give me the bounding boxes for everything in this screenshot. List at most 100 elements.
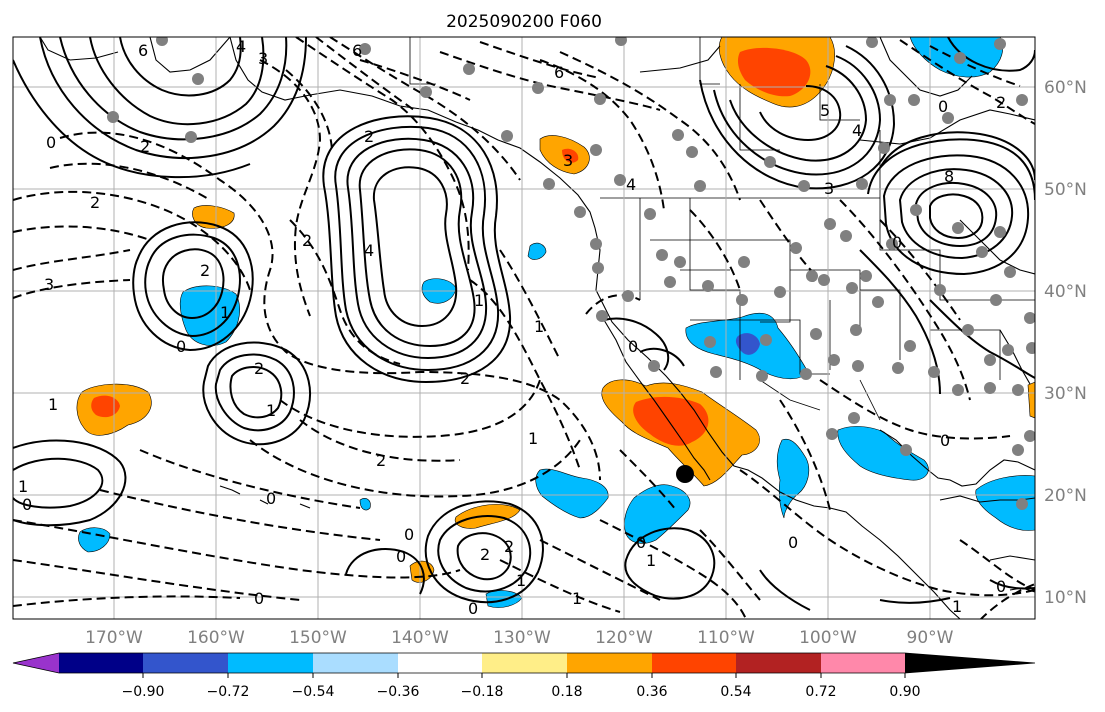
contour-label: 2 [302,231,312,250]
colorbar-segment [143,653,228,673]
contour-label: 4 [236,37,246,56]
colorbar-segment [398,653,483,673]
lat-label: 60°N [1044,78,1087,98]
contour-label: 0 [396,547,406,566]
lon-label: 160°W [187,628,245,648]
colorbar-tick-label: 0.18 [551,684,582,700]
dashed-negative-contours [13,37,1035,619]
political-boundaries [409,37,1035,421]
contour-label: 2 [254,359,264,378]
contour-label: 1 [952,597,962,616]
contour-label: 1 [220,303,230,322]
contour-label: 0 [176,337,186,356]
contour-label: 3 [563,151,573,170]
contour-label: 0 [996,577,1006,596]
storm-center-marker [676,465,694,483]
contour-label: 0 [46,133,56,152]
colorbar: −0.90 −0.72 −0.54 −0.36 −0.18 0.18 0.36 … [12,652,1036,700]
contour-label: 0 [892,233,902,252]
contour-label: 2 [460,369,470,388]
coastlines [39,37,1035,619]
negative-anomaly-shading [78,37,1035,608]
contour-label: 0 [468,599,478,618]
contour-label: 4 [626,175,636,194]
contour-label: 1 [572,589,582,608]
lon-label: 110°W [697,628,755,648]
contour-label: 0 [938,97,948,116]
lon-label: 140°W [391,628,449,648]
colorbar-tick-label: 0.36 [636,684,667,700]
colorbar-segment [482,653,567,673]
contour-label: 1 [18,477,28,496]
colorbar-outline [12,652,1036,674]
lon-label: 90°W [907,628,954,648]
lon-label: 150°W [289,628,347,648]
contour-label: 1 [266,401,276,420]
contour-label: 2 [140,137,150,156]
colorbar-tick-label: −0.90 [122,684,165,700]
colorbar-extend-min [13,653,59,673]
colorbar-tick-label: −0.18 [461,684,504,700]
contour-label: 2 [504,537,514,556]
longitude-labels: 170°W 160°W 150°W 140°W 130°W 120°W 110°… [85,628,954,648]
lon-label: 170°W [85,628,143,648]
contour-label: 1 [48,395,58,414]
lon-label: 100°W [799,628,857,648]
map-area: 6 4 6 3 0 2 2 3 4 6 2 3 5 0 4 8 2 0 4 3 … [13,37,1035,619]
contour-label: 1 [474,291,484,310]
contour-label: 0 [404,525,414,544]
lat-label: 20°N [1044,486,1087,506]
contour-label: 1 [646,551,656,570]
contour-label: 1 [516,571,526,590]
lat-label: 50°N [1044,180,1087,200]
contour-label: 0 [266,489,276,508]
colorbar-tick-label: −0.72 [207,684,250,700]
lat-label: 10°N [1044,588,1087,608]
lat-label: 30°N [1044,384,1087,404]
contour-label: 6 [352,41,362,60]
contour-label: 2 [480,545,490,564]
contour-label: 0 [22,495,32,514]
colorbar-segment [736,653,821,673]
lon-label: 130°W [493,628,551,648]
colorbar-tick-marks [142,673,906,678]
contour-label: 5 [820,101,830,120]
lon-label: 120°W [595,628,653,648]
contour-label: 3 [258,49,268,68]
contour-label: 6 [138,41,148,60]
contour-label: 3 [824,179,834,198]
colorbar-tick-label: 0.72 [805,684,836,700]
colorbar-tick-label: −0.36 [377,684,420,700]
contour-label: 4 [852,121,862,140]
contour-label: 2 [364,127,374,146]
colorbar-segment [228,653,313,673]
contour-label: 3 [44,275,54,294]
latitude-labels: 60°N 50°N 40°N 30°N 20°N 10°N [1044,78,1087,608]
solid-positive-contours [13,37,1035,611]
contour-label: 0 [254,589,264,608]
contour-label: 2 [200,261,210,280]
shaded-fields [76,37,1035,608]
contour-label: 2 [376,451,386,470]
contour-label: 0 [636,533,646,552]
colorbar-segment [313,653,398,673]
contour-label: 0 [940,431,950,450]
contour-label: 8 [944,167,954,186]
colorbar-segment [821,653,906,673]
colorbar-tick-label: −0.54 [292,684,335,700]
station-markers [107,37,1035,510]
contour-label: 0 [628,337,638,356]
contour-label: 6 [554,63,564,82]
contour-label: 2 [90,193,100,212]
lat-label: 40°N [1044,282,1087,302]
contour-label: 2 [996,93,1006,112]
contour-labels: 6 4 6 3 0 2 2 3 4 6 2 3 5 0 4 8 2 0 4 3 … [18,37,1006,618]
contour-label: 4 [364,241,374,260]
colorbar-tick-label: 0.90 [889,684,920,700]
contour-label: 0 [788,533,798,552]
map-title: 2025090200 F060 [446,12,602,32]
colorbar-segment [652,653,737,673]
map-frame [12,36,1036,620]
colorbar-segment [567,653,652,673]
